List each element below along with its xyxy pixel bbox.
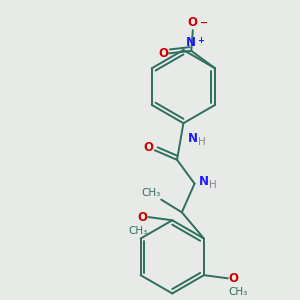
Text: O: O bbox=[144, 141, 154, 154]
Text: O: O bbox=[137, 211, 148, 224]
Text: N: N bbox=[188, 132, 198, 145]
Text: O: O bbox=[229, 272, 239, 285]
Text: N: N bbox=[186, 36, 196, 49]
Text: O: O bbox=[188, 16, 198, 29]
Text: CH₃: CH₃ bbox=[141, 188, 160, 198]
Text: +: + bbox=[197, 36, 204, 45]
Text: O: O bbox=[158, 47, 168, 60]
Text: −: − bbox=[200, 18, 208, 28]
Text: CH₃: CH₃ bbox=[229, 287, 248, 297]
Text: H: H bbox=[198, 136, 206, 146]
Text: CH₃: CH₃ bbox=[128, 226, 148, 236]
Text: N: N bbox=[199, 175, 209, 188]
Text: H: H bbox=[209, 180, 217, 190]
